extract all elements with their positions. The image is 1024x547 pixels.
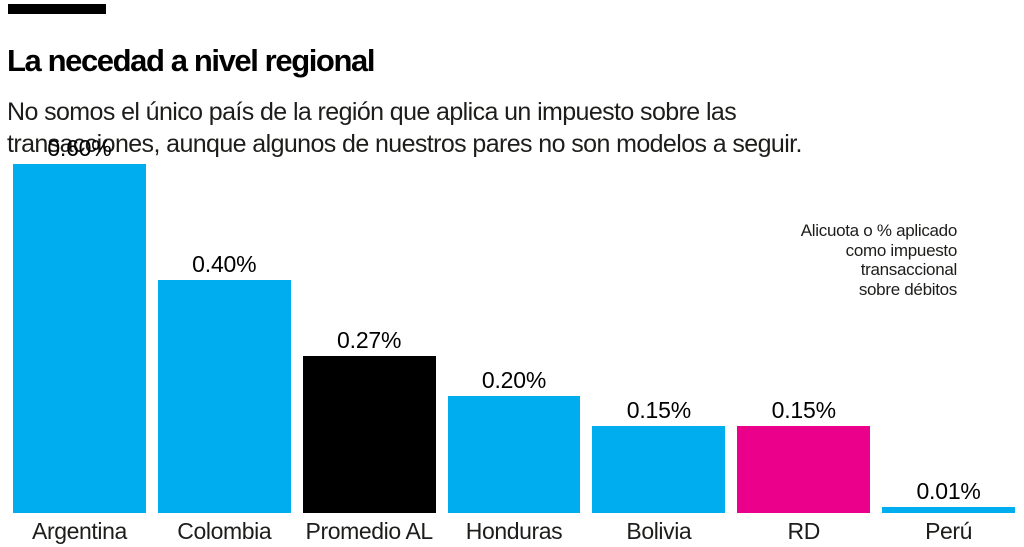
header-tag-bar — [8, 4, 106, 14]
bar-colombia — [157, 280, 291, 513]
bar-value-label-honduras: 0.20% — [481, 367, 547, 393]
bar-group-argentina: 0.60% — [13, 137, 146, 513]
bar-rd — [737, 426, 871, 513]
bar-group-peru: 0.01% — [882, 137, 1016, 513]
axis-label-argentina: Argentina — [32, 518, 127, 544]
axis-label-peru: Perú — [925, 518, 973, 544]
chart-x-labels: Argentina Colombia Promedio AL Honduras Boli… — [13, 518, 1015, 545]
axis-label-honduras: Honduras — [465, 518, 563, 544]
chart-subtitle: No somos el único país de la región que … — [7, 98, 802, 158]
bar-group-colombia: 0.40% — [157, 137, 291, 513]
bar-value-label-bolivia: 0.15% — [626, 397, 691, 423]
bar-value-label-promedio-al: 0.27% — [337, 327, 402, 353]
bar-value-label-argentina: 0.60% — [47, 135, 112, 161]
page-title: La necedad a nivel regional — [7, 42, 375, 78]
bar-group-honduras: 0.20% — [447, 137, 581, 513]
axis-annotation: Alicuota o % aplicado como impuesto tran… — [800, 221, 958, 299]
bar-group-bolivia: 0.15% — [592, 137, 726, 513]
bar-argentina — [13, 164, 146, 513]
bar-group-promedio-al: 0.27% — [302, 137, 436, 513]
bar-bolivia — [592, 426, 726, 513]
axis-label-promedio-al: Promedio AL — [305, 518, 434, 544]
bar-peru — [882, 507, 1016, 513]
bar-honduras — [447, 396, 581, 513]
axis-label-colombia: Colombia — [177, 518, 272, 544]
bar-value-label-peru: 0.01% — [916, 478, 981, 504]
bar-chart: 0.60% 0.40% 0.27% 0.20% 0.15% 0.15% 0.01% — [13, 137, 1016, 513]
axis-label-rd: RD — [787, 518, 821, 544]
bar-group-rd: 0.15% — [737, 137, 871, 513]
bar-promedio-al — [302, 356, 436, 513]
bar-value-label-colombia: 0.40% — [192, 251, 257, 277]
bar-value-label-rd: 0.15% — [771, 397, 836, 423]
axis-label-bolivia: Bolivia — [626, 518, 692, 544]
